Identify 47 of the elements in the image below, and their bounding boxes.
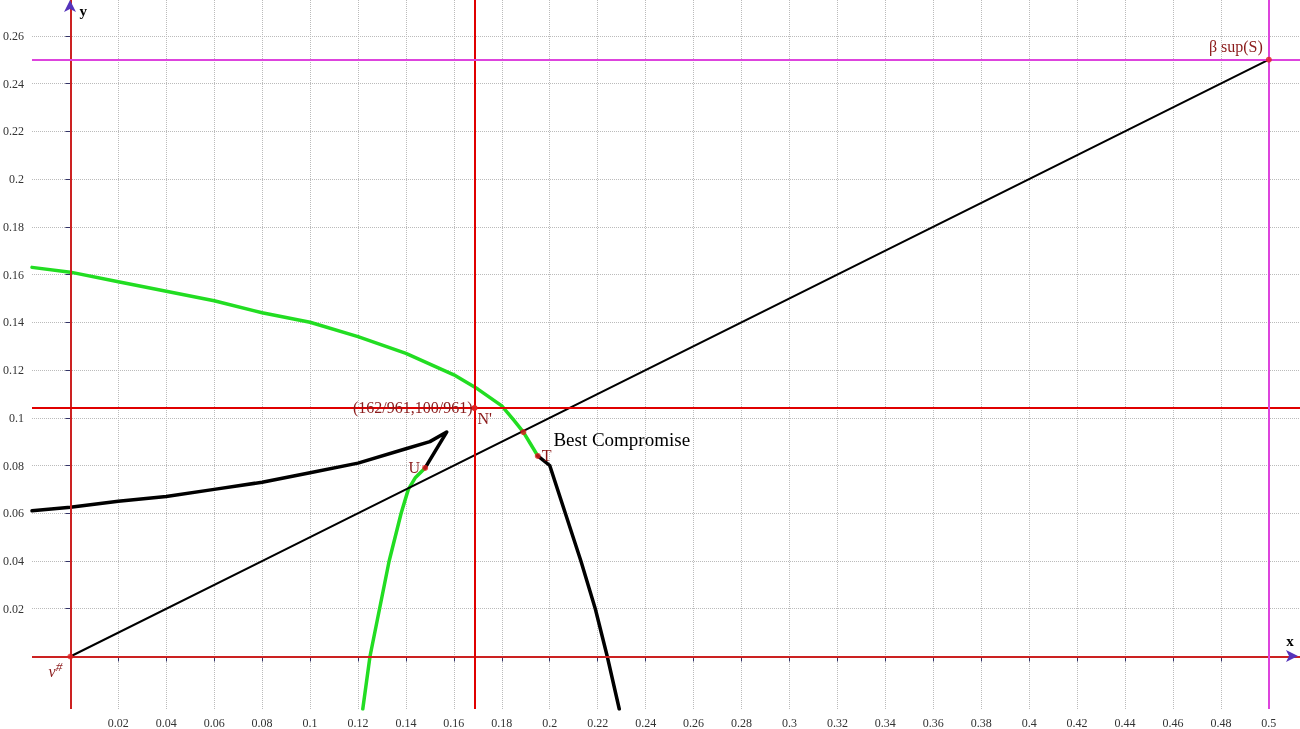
y-tick-label: 0.04 (3, 553, 24, 568)
x-tick-label: 0.36 (922, 716, 944, 729)
y-tick-label: 0.2 (9, 172, 24, 187)
x-tick-label: 0.26 (683, 716, 705, 729)
x-tick-label: 0.02 (107, 716, 129, 729)
x-tick-label: 0.18 (491, 716, 513, 729)
x-tick-label: 0.5 (1261, 716, 1277, 729)
x-tick-label: 0.2 (542, 716, 558, 729)
annotation: N' (477, 409, 492, 428)
x-tick-label: 0.46 (1162, 716, 1184, 729)
y-tick-label: 0.26 (3, 28, 24, 43)
y-tick-label: 0.16 (3, 267, 24, 282)
x-tick-label: 0.22 (587, 716, 609, 729)
x-tick-label: 0.48 (1210, 716, 1232, 729)
y-tick-label: 0.08 (3, 458, 24, 473)
y-axis-title: y (79, 2, 88, 19)
x-tick-label: 0.44 (1114, 716, 1136, 729)
x-tick-label: 0.28 (731, 716, 752, 729)
x-tick-label: 0.4 (1021, 716, 1037, 729)
x-tick-label: 0.24 (635, 716, 657, 729)
x-tick-label: 0.16 (443, 716, 465, 729)
x-tick-label: 0.04 (155, 716, 177, 729)
y-tick-label: 0.06 (3, 506, 24, 521)
x-tick-label: 0.34 (874, 716, 896, 729)
annotation: ν$^{#}$ (48, 659, 63, 682)
y-tick-label: 0.02 (3, 601, 24, 616)
annotation: U (408, 459, 421, 477)
x-tick-label: 0.42 (1066, 716, 1088, 729)
x-tick-label: 0.32 (826, 716, 848, 729)
annotation: Best Compromise (553, 429, 691, 451)
x-tick-label: 0.06 (203, 716, 225, 729)
x-tick-label: 0.08 (251, 716, 273, 729)
y-tick-label: 0.14 (3, 315, 24, 330)
x-tick-label: 0.14 (395, 716, 417, 729)
x-tick-label: 0.3 (781, 716, 797, 729)
x-tick-label: 0.1 (302, 716, 318, 729)
y-tick-label: 0.18 (3, 219, 24, 234)
y-tick-label: 0.12 (3, 363, 24, 378)
x-axis-title: x (1286, 632, 1295, 649)
line-series (30, 430, 449, 513)
annotation: T (541, 447, 552, 465)
y-tick-label: 0.22 (3, 124, 24, 139)
annotation: β sup(S) (1208, 38, 1263, 56)
y-tick-label: 0.24 (3, 76, 24, 91)
x-tick-label: 0.38 (970, 716, 992, 729)
y-tick-label: 0.1 (9, 410, 24, 425)
x-tick-label: 0.12 (347, 716, 369, 729)
